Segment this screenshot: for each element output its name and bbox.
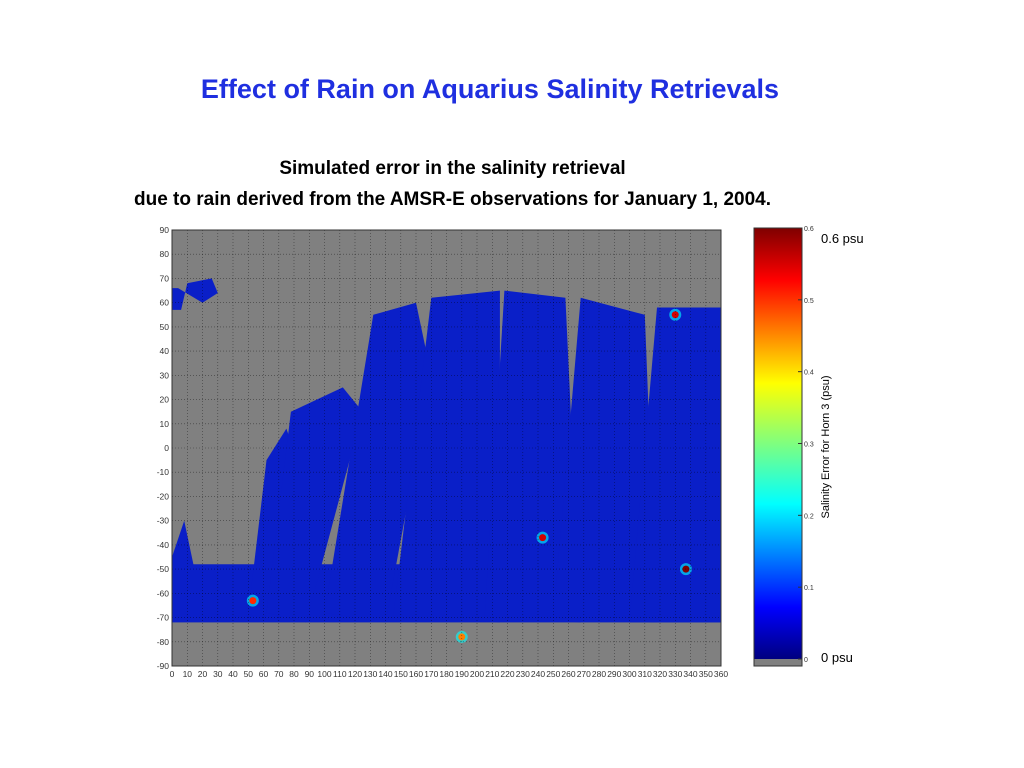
y-tick-label: -80 <box>157 637 170 647</box>
y-tick-label: 10 <box>160 419 170 429</box>
x-tick-label: 180 <box>439 669 453 679</box>
x-tick-label: 270 <box>577 669 591 679</box>
colorbar-gradient <box>754 228 802 659</box>
x-tick-label: 140 <box>378 669 392 679</box>
y-axis: 90 80 70 60 50 40 30 20 10 0 -10 -20 -30 -40 -50 -60 -70… <box>157 225 170 671</box>
y-tick-label: -10 <box>157 467 170 477</box>
colorbar-tick-label: 0.2 <box>804 513 814 520</box>
y-tick-label: -90 <box>157 661 170 671</box>
hotspot-point <box>249 597 257 605</box>
y-tick-label: -20 <box>157 491 170 501</box>
x-tick-label: 40 <box>228 669 238 679</box>
salinity-error-map: 0 10 20 30 40 50 60 70 80 90 100 110 120 130 140 150 160… <box>157 225 729 679</box>
x-axis: 0 10 20 30 40 50 60 70 80 90 100 110 120 130 140 150 160… <box>170 669 729 679</box>
x-tick-label: 150 <box>394 669 408 679</box>
x-tick-label: 80 <box>289 669 299 679</box>
x-tick-label: 170 <box>424 669 438 679</box>
colorbar-tick-label: 0.4 <box>804 370 814 377</box>
colorbar-tick-label: 0.6 <box>804 226 814 233</box>
ocean-swath-5 <box>484 290 581 623</box>
x-tick-label: 240 <box>531 669 545 679</box>
ocean-swath-3 <box>324 302 432 623</box>
colorbar-max-label: 0.6 psu <box>821 231 864 246</box>
y-tick-label: -30 <box>157 516 170 526</box>
x-tick-label: 280 <box>592 669 606 679</box>
colorbar-tick-label: 0.3 <box>804 442 814 449</box>
plot-area <box>171 229 722 667</box>
x-tick-label: 220 <box>500 669 514 679</box>
x-tick-label: 290 <box>607 669 621 679</box>
subtitle-line-1: Simulated error in the salinity retrieva… <box>279 158 626 179</box>
page-title: Effect of Rain on Aquarius Salinity Retr… <box>200 74 780 104</box>
y-tick-label: 0 <box>164 443 169 453</box>
x-tick-label: 10 <box>183 669 193 679</box>
y-tick-label: 30 <box>160 370 170 380</box>
hotspot-point <box>539 534 547 542</box>
y-tick-label: 50 <box>160 322 170 332</box>
colorbar-tick-label: 0 <box>804 657 808 664</box>
plot-frame <box>171 229 722 667</box>
colorbar: 0.6 0.5 0.4 0.3 0.2 0.1 0 Salinity Error for H… <box>753 226 832 667</box>
x-tick-label: 210 <box>485 669 499 679</box>
ocean-swath-6 <box>553 297 657 623</box>
y-tick-label: -70 <box>157 613 170 623</box>
colorbar-frame <box>753 227 803 667</box>
hotspot-point <box>458 633 466 641</box>
x-tick-label: 70 <box>274 669 284 679</box>
x-tick-label: 260 <box>561 669 575 679</box>
y-tick-label: 40 <box>160 346 170 356</box>
x-tick-label: 60 <box>259 669 269 679</box>
x-tick-label: 330 <box>668 669 682 679</box>
ocean-swath-4 <box>393 290 500 623</box>
x-tick-label: 320 <box>653 669 667 679</box>
x-tick-label: 30 <box>213 669 223 679</box>
colorbar-min-label: 0 psu <box>821 650 853 665</box>
y-tick-label: -50 <box>157 564 170 574</box>
x-tick-label: 200 <box>470 669 484 679</box>
y-tick-label: 60 <box>160 298 170 308</box>
x-tick-label: 0 <box>170 669 175 679</box>
x-tick-label: 310 <box>638 669 652 679</box>
x-tick-label: 300 <box>622 669 636 679</box>
colorbar-nodata-strip <box>754 659 802 666</box>
x-tick-label: 360 <box>714 669 728 679</box>
x-tick-label: 110 <box>333 669 347 679</box>
x-tick-label: 90 <box>305 669 315 679</box>
colorbar-ticks: 0.6 0.5 0.4 0.3 0.2 0.1 0 <box>798 226 814 664</box>
y-tick-label: 80 <box>160 249 170 259</box>
x-tick-label: 340 <box>683 669 697 679</box>
colorbar-tick-label: 0.5 <box>804 298 814 305</box>
x-tick-label: 20 <box>198 669 208 679</box>
x-tick-label: 250 <box>546 669 560 679</box>
y-tick-label: -60 <box>157 588 170 598</box>
ocean-swath-2 <box>266 387 363 623</box>
y-tick-label: 70 <box>160 273 170 283</box>
subtitle-line-2: due to rain derived from the AMSR-E obse… <box>133 189 772 210</box>
y-tick-label: 90 <box>160 225 170 235</box>
colorbar-axis-label: Salinity Error for Horn 3 (psu) <box>820 375 832 518</box>
x-tick-label: 120 <box>348 669 362 679</box>
x-tick-label: 100 <box>317 669 331 679</box>
ocean-west-edge <box>172 520 194 594</box>
colorbar-tick-label: 0.1 <box>804 585 814 592</box>
x-tick-label: 230 <box>516 669 530 679</box>
ocean-arctic-patch <box>172 278 218 310</box>
y-tick-label: 20 <box>160 395 170 405</box>
x-tick-label: 350 <box>699 669 713 679</box>
x-tick-label: 190 <box>455 669 469 679</box>
x-tick-label: 130 <box>363 669 377 679</box>
x-tick-label: 160 <box>409 669 423 679</box>
y-tick-label: -40 <box>157 540 170 550</box>
x-tick-label: 50 <box>244 669 254 679</box>
